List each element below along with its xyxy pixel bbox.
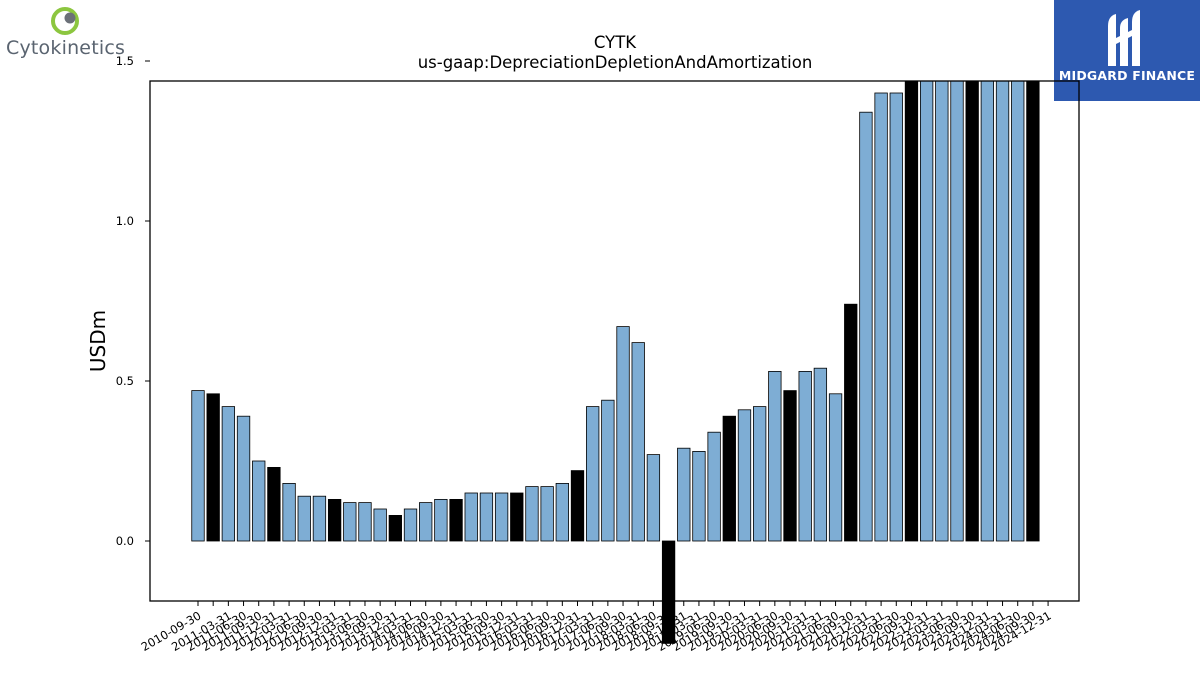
bar-2017-06-30 (601, 399, 615, 542)
bar-2023-12-31 (980, 80, 995, 542)
bar-2016-09-30 (555, 482, 569, 542)
bar-2021-03-31 (813, 367, 828, 542)
bar-2019-06-30 (707, 431, 721, 542)
bar-2017-03-31 (586, 406, 600, 542)
chart-title: CYTK (594, 33, 637, 52)
bar-2011-03-31 (221, 406, 236, 542)
bar-2021-12-31 (859, 111, 873, 542)
midgard-logo-text: MIDGARD FINANCE (1058, 68, 1196, 83)
bar-2022-09-30 (904, 80, 919, 542)
bar-2012-09-30 (312, 495, 327, 542)
y-tick-label-1.5: 1.5 (116, 54, 134, 68)
bar-2024-09-30 (1026, 80, 1040, 542)
bar-2010-09-30 (191, 390, 205, 542)
bar-2021-09-30 (844, 303, 858, 542)
bar-2014-06-30 (419, 502, 433, 542)
bar-2013-12-31 (388, 515, 402, 542)
y-tick-label-0.0: 0.0 (116, 534, 134, 548)
bar-2018-09-30 (661, 540, 676, 644)
bar-2013-03-31 (343, 502, 357, 542)
bar-2020-03-31 (753, 406, 767, 542)
bar-2017-09-30 (616, 326, 630, 542)
y-tick-label-1.0: 1.0 (116, 214, 134, 228)
bar-2020-06-30 (768, 370, 782, 542)
chart-subtitle: us-gaap:DepreciationDepletionAndAmortiza… (418, 53, 813, 72)
bar-2011-06-30 (236, 415, 251, 542)
bar-2023-09-30 (965, 80, 979, 542)
bar-2016-06-30 (540, 486, 554, 542)
bar-2019-03-31 (692, 450, 706, 542)
bar-2012-06-30 (297, 495, 311, 542)
bar-2022-12-31 (919, 80, 934, 542)
plot-frame (149, 80, 1080, 602)
bar-2020-09-30 (783, 390, 797, 542)
midgard-finance-logo: MIDGARD FINANCE (1054, 0, 1200, 101)
bar-2015-03-31 (464, 492, 478, 542)
bar-2012-03-31 (282, 482, 296, 542)
bar-2015-09-30 (494, 492, 509, 542)
bar-2018-03-31 (631, 342, 645, 542)
cytokinetics-logo-text: Cytokinetics (6, 37, 126, 59)
bar-2016-03-31 (525, 486, 539, 542)
y-axis-label: USDm (86, 310, 110, 372)
bar-2021-06-30 (828, 393, 843, 542)
bar-2024-03-31 (995, 80, 1010, 542)
bar-2014-03-31 (403, 508, 418, 542)
bar-2012-12-31 (327, 498, 342, 542)
bar-2016-12-31 (570, 470, 585, 542)
bar-2019-12-31 (737, 409, 752, 542)
midgard-logo-icon (1108, 10, 1140, 66)
cytokinetics-logo: Cytokinetics (4, 4, 134, 62)
bar-2014-12-31 (449, 498, 463, 542)
bar-2015-06-30 (479, 492, 494, 542)
bar-2015-12-31 (510, 492, 524, 542)
bar-2011-12-31 (267, 466, 281, 542)
bar-2013-09-30 (373, 508, 387, 542)
bar-2024-06-30 (1011, 80, 1025, 542)
bar-2010-12-31 (206, 393, 220, 542)
bar-2011-09-30 (252, 460, 266, 542)
bar-2013-06-30 (358, 502, 372, 542)
bar-2022-03-31 (874, 92, 888, 542)
bar-2022-06-30 (889, 92, 903, 542)
cytokinetics-logo-icon (51, 7, 79, 35)
bar-2014-09-30 (434, 498, 448, 542)
bar-2020-12-31 (798, 370, 812, 542)
bar-2018-12-31 (677, 447, 691, 542)
bar-2023-06-30 (950, 80, 964, 542)
y-tick-label-0.5: 0.5 (116, 374, 134, 388)
bar-2018-06-30 (646, 454, 661, 542)
bar-2023-03-31 (935, 80, 949, 542)
bar-2019-09-30 (722, 415, 736, 542)
